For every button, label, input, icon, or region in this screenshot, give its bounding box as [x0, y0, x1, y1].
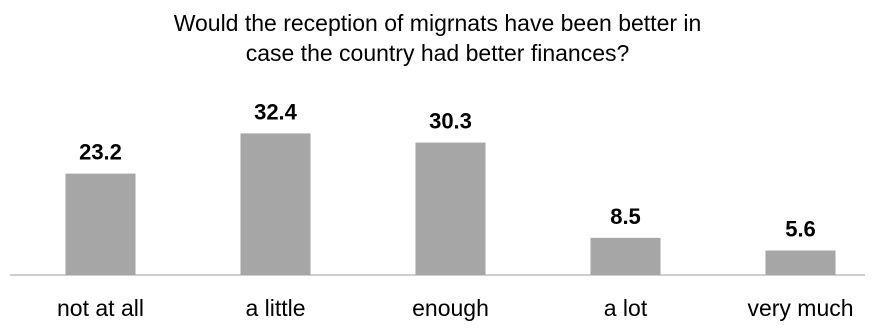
- category-label-3: a lot: [604, 295, 648, 321]
- chart-title-line-2: case the country had better finances?: [245, 40, 630, 66]
- data-label-2: 30.3: [429, 109, 472, 134]
- category-label-0: not at all: [57, 295, 144, 321]
- bar-0: [65, 173, 136, 275]
- data-label-1: 32.4: [254, 99, 298, 124]
- bar-1: [240, 133, 311, 275]
- bar-3: [590, 237, 661, 275]
- data-label-4: 5.6: [785, 217, 816, 242]
- bar-4: [765, 250, 836, 275]
- category-label-2: enough: [412, 295, 489, 321]
- chart-title-line-1: Would the reception of migrnats have bee…: [173, 10, 702, 36]
- category-label-1: a little: [245, 295, 305, 321]
- bar-2: [415, 142, 486, 275]
- category-label-4: very much: [747, 295, 853, 321]
- data-label-0: 23.2: [79, 140, 122, 165]
- chart-title: Would the reception of migrnats have bee…: [0, 8, 875, 68]
- data-label-3: 8.5: [610, 204, 641, 229]
